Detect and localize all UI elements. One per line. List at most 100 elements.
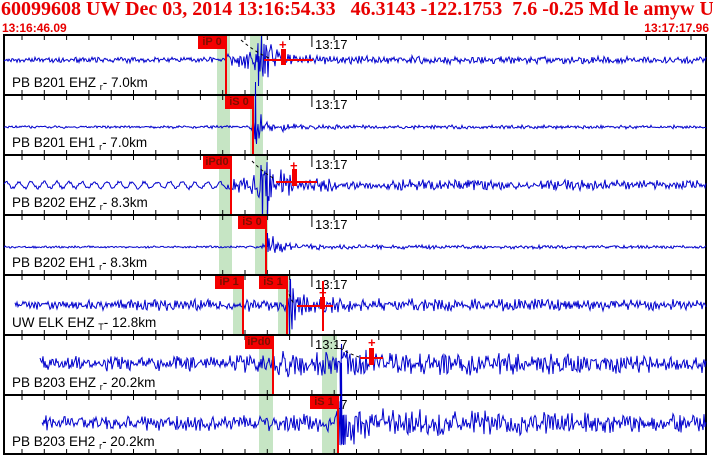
- trace-panel-pb-b202-ehz[interactable]: 13:17 iPd0 + PB B202 EHZ r- 8.3km: [3, 154, 707, 228]
- pick-window-band: [255, 156, 268, 214]
- station-label-part: - 7.0km: [102, 75, 148, 90]
- window-start-time: 13:16:46.09: [2, 21, 67, 35]
- pick-window-band: [322, 396, 337, 453]
- second-tick-marks: [21, 276, 692, 334]
- station-label-part: T: [98, 322, 104, 332]
- time-tick-label: 13:17: [315, 337, 348, 352]
- phase-pick-flag[interactable]: iPd0: [203, 156, 231, 169]
- plot-right-border: [705, 36, 707, 455]
- seismic-waveform[interactable]: [3, 162, 707, 228]
- station-label-part: r: [99, 202, 103, 212]
- station-label-part: r: [99, 142, 103, 152]
- waveform-svg[interactable]: [0, 156, 713, 228]
- phase-pick-flag[interactable]: iS 0: [225, 96, 253, 109]
- station-label: PB B203 EHZ r- 20.2km: [12, 375, 155, 392]
- amplitude-plus-marker[interactable]: +: [319, 285, 327, 300]
- station-label: UW ELK EHZ T- 12.8km: [12, 315, 156, 332]
- pick-window-band: [217, 96, 230, 154]
- phase-pick-line[interactable]: [252, 96, 254, 154]
- amplitude-plus-marker[interactable]: +: [279, 37, 287, 52]
- station-label-part: PB B203 EH2: [12, 434, 100, 449]
- phase-pick-line[interactable]: [242, 276, 244, 334]
- station-label-part: r: [99, 382, 103, 392]
- phase-pick-flag[interactable]: iPd0: [245, 336, 273, 349]
- phase-pick-line[interactable]: [230, 156, 232, 214]
- phase-pick-line[interactable]: [265, 216, 267, 274]
- time-tick-label: 13:17: [315, 37, 348, 52]
- trace-panel-pb-b201-eh1[interactable]: 13:17 iS 0 PB B201 EH1 r- 7.0km: [3, 81, 707, 154]
- waveform-svg[interactable]: [0, 362, 713, 453]
- station-label-part: - 7.0km: [102, 135, 148, 150]
- event-header: 60099608 UW Dec 03, 2014 13:16:54.33 46.…: [1, 0, 713, 20]
- station-label-part: - 20.2km: [102, 434, 155, 449]
- station-label-part: - 8.3km: [102, 255, 148, 270]
- pick-window-band: [259, 336, 273, 394]
- amplitude-marker-bar[interactable]: [281, 49, 286, 65]
- trace-panel-uw-elk-ehz[interactable]: 13:17 iP 1 iS 1 + UW ELK EHZ T- 12.8km: [3, 274, 707, 336]
- plot-left-border: [3, 36, 5, 455]
- coda-decay-line: [240, 39, 270, 59]
- time-tick-label: 13:17: [315, 217, 348, 232]
- phase-pick-flag[interactable]: iS 1: [259, 276, 287, 289]
- amplitude-marker-bar[interactable]: [369, 348, 374, 365]
- phase-pick-flag[interactable]: iS 1: [310, 396, 338, 409]
- station-label: PB B201 EH1 r- 7.0km: [12, 135, 147, 152]
- seismic-waveform[interactable]: [3, 81, 707, 145]
- amplitude-marker-bar[interactable]: [320, 297, 325, 309]
- amplitude-level-line: [264, 59, 313, 61]
- coda-decay-line: [251, 160, 276, 180]
- station-label: PB B203 EH2 r- 20.2km: [12, 434, 155, 451]
- phase-pick-line[interactable]: [337, 396, 339, 453]
- amplitude-marker-bar[interactable]: [292, 169, 297, 186]
- pick-window-band: [219, 156, 232, 214]
- phase-pick-flag[interactable]: iS 0: [238, 216, 266, 229]
- amplitude-plus-marker[interactable]: +: [368, 335, 376, 350]
- station-label-part: UW ELK EHZ: [12, 315, 99, 330]
- trace-panel-pb-b202-eh1[interactable]: 13:17 iS 0 PB B202 EH1 r- 8.3km: [3, 214, 707, 274]
- pick-window-band: [259, 396, 273, 453]
- coda-decay-line: [334, 344, 360, 358]
- time-tick-label: 13:17: [315, 97, 348, 112]
- station-label-part: r: [99, 82, 103, 92]
- station-label-part: PB B203 EHZ: [12, 375, 100, 390]
- waveform-svg[interactable]: [0, 81, 713, 154]
- trace-panel-pb-b203-ehz[interactable]: 13:17 iPd0 + PB B203 EHZ r- 20.2km: [3, 334, 707, 415]
- station-label: PB B202 EHZ r- 8.3km: [12, 195, 148, 212]
- amplitude-level-line: [297, 305, 333, 307]
- station-label-part: PB B202 EHZ: [12, 195, 100, 210]
- station-label-part: - 8.3km: [102, 195, 148, 210]
- pick-window-band: [219, 216, 232, 274]
- pick-window-band: [250, 36, 263, 94]
- second-tick-marks: [21, 156, 692, 214]
- station-label-part: - 20.2km: [102, 375, 156, 390]
- station-label: PB B202 EH1 r- 8.3km: [12, 255, 147, 272]
- second-tick-marks: [21, 396, 692, 453]
- pick-window-band: [255, 216, 268, 274]
- station-label-part: PB B202 EH1: [12, 255, 100, 270]
- waveform-svg[interactable]: [0, 276, 713, 336]
- station-label-part: r: [99, 441, 103, 451]
- phase-pick-line[interactable]: [272, 336, 274, 394]
- station-label: PB B201 EHZ r- 7.0km: [12, 75, 148, 92]
- amplitude-plus-marker[interactable]: +: [290, 158, 298, 173]
- station-label-part: PB B201 EH1: [12, 135, 100, 150]
- seismic-waveform[interactable]: [14, 278, 707, 336]
- phase-pick-flag[interactable]: iP 1: [215, 276, 243, 289]
- window-end-time: 13:17:17.96: [644, 21, 709, 35]
- seismic-waveform[interactable]: [3, 35, 707, 87]
- waveform-svg[interactable]: [0, 35, 713, 94]
- time-tick-label: 13:17: [315, 157, 348, 172]
- phase-pick-line[interactable]: [286, 276, 288, 334]
- seismic-waveform[interactable]: [41, 362, 707, 446]
- trace-panel-pb-b201-ehz[interactable]: 13:17 iP 0 + PB B201 EHZ r- 7.0km: [3, 34, 707, 94]
- phase-pick-line[interactable]: [225, 36, 227, 94]
- second-tick-marks: [21, 36, 692, 94]
- phase-pick-flag[interactable]: iP 0: [198, 36, 226, 49]
- station-label-part: PB B201 EHZ: [12, 75, 100, 90]
- station-label-part: r: [99, 262, 103, 272]
- seismic-waveform[interactable]: [3, 232, 707, 253]
- station-label-part: - 12.8km: [103, 315, 157, 330]
